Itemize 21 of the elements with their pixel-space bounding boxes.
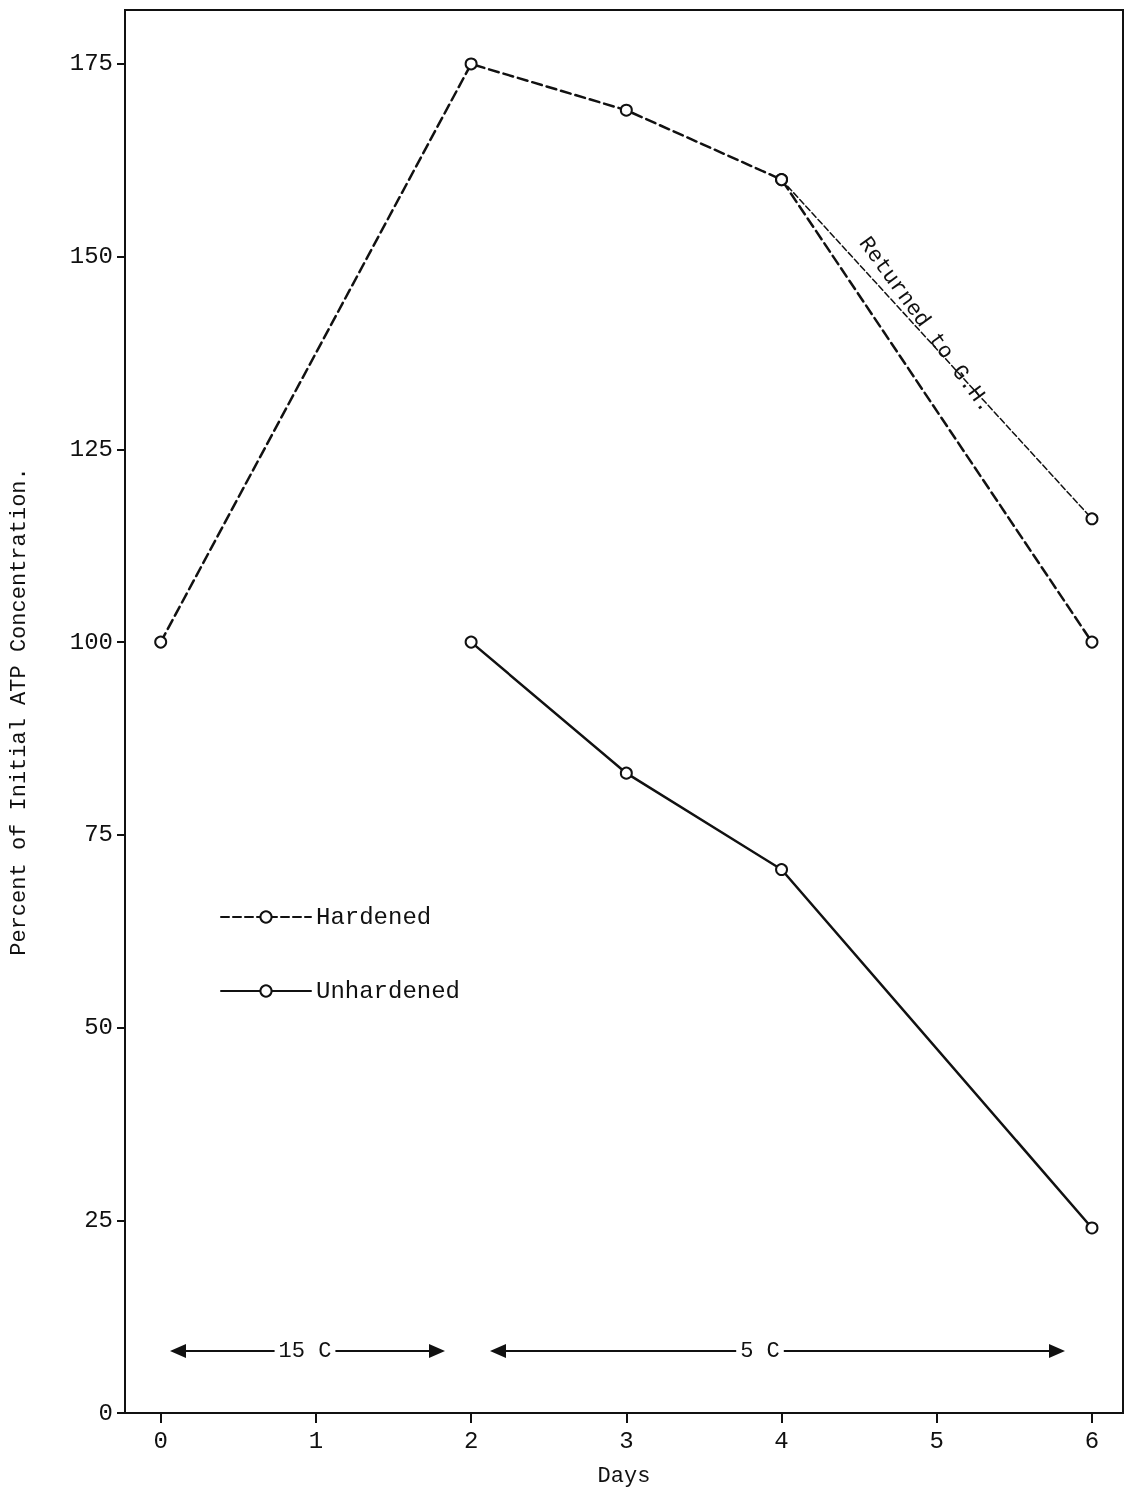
y-tick-label: 25	[84, 1206, 113, 1234]
legend-label: Hardened	[316, 903, 432, 931]
x-tick-label: 4	[774, 1427, 789, 1455]
y-tick-label: 75	[84, 821, 113, 849]
annotation: 15 C	[278, 1338, 332, 1364]
annotation: 5 C	[740, 1338, 780, 1364]
x-tick-label: 5	[929, 1427, 944, 1455]
y-tick-label: 50	[84, 1014, 113, 1042]
y-axis-title: Percent of Initial ATP Concentration.	[6, 467, 32, 956]
x-tick-label: 2	[463, 1427, 479, 1455]
legend-label: Unhardened	[316, 977, 461, 1005]
x-tick-label: 6	[1084, 1427, 1100, 1455]
x-axis-title: Days	[597, 1463, 651, 1489]
x-tick-label: 3	[619, 1427, 634, 1455]
y-tick-label: 100	[69, 628, 113, 656]
y-tick-label: 175	[69, 50, 113, 78]
y-tick-label: 125	[69, 435, 113, 463]
y-tick-label: 150	[69, 243, 113, 271]
x-tick-label: 0	[153, 1427, 168, 1455]
y-tick-label: 0	[98, 1399, 113, 1427]
x-tick-label: 1	[308, 1427, 324, 1455]
